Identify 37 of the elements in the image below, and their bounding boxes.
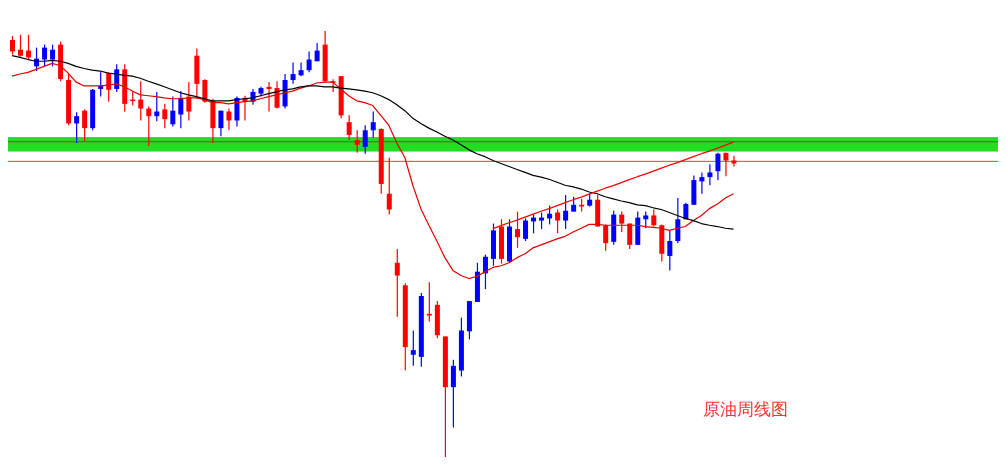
candlestick	[627, 222, 633, 250]
candlestick	[266, 81, 272, 113]
candlestick	[18, 34, 24, 58]
candlestick	[707, 163, 713, 186]
candlestick	[178, 90, 184, 129]
candlestick	[346, 114, 352, 141]
candlestick	[162, 103, 168, 129]
candlestick	[370, 110, 376, 139]
candlestick	[74, 111, 80, 144]
candlestick	[715, 152, 721, 181]
candlestick	[426, 281, 432, 323]
candlestick	[699, 171, 705, 195]
candlestick	[290, 61, 296, 85]
candlestick	[50, 44, 56, 67]
candlestick	[298, 61, 304, 77]
annotation: 原油周线图	[703, 399, 788, 421]
candlestick	[362, 124, 368, 155]
candlestick	[555, 208, 561, 234]
candlestick	[450, 359, 456, 429]
candlestick	[675, 197, 681, 244]
candlestick	[10, 35, 15, 56]
candlestick	[218, 110, 224, 137]
candlestick	[354, 129, 360, 154]
candlestick	[42, 44, 48, 67]
candlestick	[146, 105, 152, 147]
candlestick	[306, 50, 312, 73]
candlestick	[138, 80, 144, 122]
candlestick	[603, 223, 609, 252]
candlestick	[82, 108, 88, 142]
candlestick	[523, 217, 529, 242]
candlestick	[667, 229, 673, 272]
candlestick	[619, 211, 625, 233]
candlestick	[563, 194, 569, 230]
candlestick	[386, 156, 392, 216]
candlestick	[170, 96, 176, 128]
candlestick	[394, 248, 400, 318]
candlestick	[410, 329, 416, 367]
